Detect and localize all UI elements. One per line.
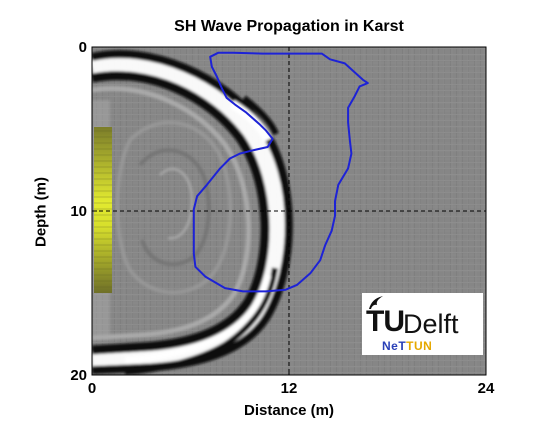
nettun-part1: NeT xyxy=(382,339,407,353)
logo-delft-text: Delft xyxy=(403,309,459,339)
y-tick-label: 20 xyxy=(70,367,87,384)
karst-boundary xyxy=(192,51,369,293)
x-tick-label: 12 xyxy=(281,380,298,397)
y-tick-label: 10 xyxy=(70,203,87,220)
y-tick-label: 0 xyxy=(79,39,87,56)
x-tick-label: 24 xyxy=(478,380,495,397)
flame-icon xyxy=(369,296,383,309)
x-tick-label: 0 xyxy=(88,380,96,397)
logo-nettun-text: NeTTUN xyxy=(382,339,432,353)
tu-delft-logo: TU Delft NeTTUN xyxy=(362,293,483,355)
ticks: 0 12 24 0 10 20 xyxy=(70,39,495,397)
logo-tu-text: TU xyxy=(366,305,405,338)
source-region xyxy=(94,127,112,293)
source-grid xyxy=(94,130,112,288)
nettun-part2: TUN xyxy=(406,339,433,353)
chart-title: SH Wave Propagation in Karst xyxy=(174,18,404,35)
x-axis-label: Distance (m) xyxy=(243,402,335,419)
